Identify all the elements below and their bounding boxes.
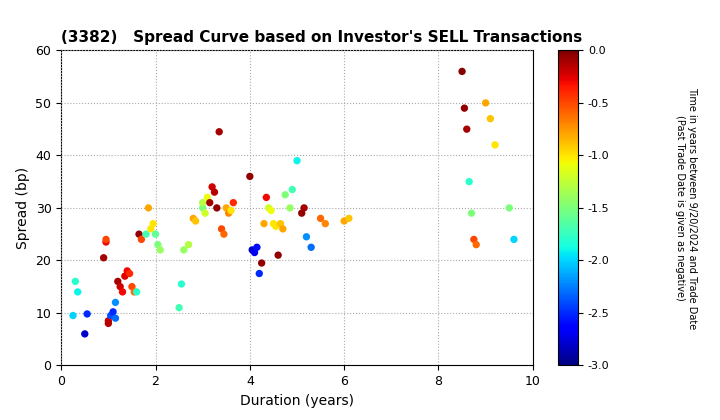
Point [268, 220, 279, 227]
Point [216, 226, 228, 232]
Point [102, 320, 114, 327]
Point [143, 205, 154, 211]
Point [459, 105, 470, 111]
Point [263, 205, 274, 211]
Point [298, 205, 310, 211]
Point [72, 289, 84, 295]
Point [109, 299, 121, 306]
Point [218, 231, 230, 238]
Point [338, 218, 350, 224]
Point [178, 247, 189, 253]
Point [100, 236, 112, 243]
Point [126, 283, 138, 290]
Point [202, 194, 213, 201]
Text: (3382)   Spread Curve based on Investor's SELL Transactions: (3382) Spread Curve based on Investor's … [61, 30, 582, 45]
Point [209, 189, 220, 196]
Point [131, 289, 143, 295]
Point [145, 226, 156, 232]
Point [105, 312, 117, 319]
Point [305, 244, 317, 251]
Point [291, 157, 303, 164]
Point [117, 289, 128, 295]
Point [211, 205, 222, 211]
Point [107, 308, 119, 315]
Point [244, 173, 256, 180]
Point [251, 244, 263, 251]
Point [253, 270, 265, 277]
Point [301, 234, 312, 240]
Point [296, 210, 307, 217]
Point [275, 220, 287, 227]
Point [461, 126, 472, 132]
Point [207, 184, 218, 190]
Point [466, 210, 477, 217]
Y-axis label: Time in years between 9/20/2024 and Trade Date
(Past Trade Date is given as nega: Time in years between 9/20/2024 and Trad… [675, 87, 697, 329]
Point [261, 194, 272, 201]
Point [256, 260, 267, 266]
Point [485, 115, 496, 122]
Point [490, 142, 501, 148]
Point [320, 220, 331, 227]
Point [197, 205, 209, 211]
Point [109, 315, 121, 322]
Point [176, 281, 187, 287]
Point [190, 218, 202, 224]
Point [508, 236, 520, 243]
Point [246, 247, 258, 253]
Point [183, 241, 194, 248]
Point [148, 220, 159, 227]
Point [223, 210, 235, 217]
Point [204, 199, 215, 206]
Point [343, 215, 355, 222]
Point [79, 331, 91, 337]
Point [102, 318, 114, 324]
Point [67, 312, 78, 319]
Point [133, 231, 145, 238]
Point [464, 178, 475, 185]
Point [277, 226, 289, 232]
Point [114, 283, 126, 290]
Point [258, 220, 270, 227]
Point [270, 223, 282, 230]
Point [119, 273, 130, 280]
Point [470, 241, 482, 248]
Point [197, 199, 209, 206]
Point [122, 268, 133, 274]
Point [284, 205, 296, 211]
Point [129, 289, 140, 295]
Point [199, 210, 211, 217]
Point [150, 231, 161, 238]
Point [155, 247, 166, 253]
Point [100, 239, 112, 245]
Point [152, 241, 163, 248]
Point [98, 255, 109, 261]
Point [213, 129, 225, 135]
X-axis label: Duration (years): Duration (years) [240, 394, 354, 408]
Point [187, 215, 199, 222]
Point [140, 231, 152, 238]
Point [70, 278, 81, 285]
Point [135, 236, 147, 243]
Point [220, 205, 232, 211]
Y-axis label: Spread (bp): Spread (bp) [16, 167, 30, 249]
Point [81, 310, 93, 318]
Point [480, 100, 491, 106]
Point [456, 68, 468, 75]
Point [112, 278, 124, 285]
Point [503, 205, 515, 211]
Point [468, 236, 480, 243]
Point [279, 192, 291, 198]
Point [124, 270, 135, 277]
Point [272, 252, 284, 258]
Point [249, 249, 261, 256]
Point [228, 199, 239, 206]
Point [287, 186, 298, 193]
Point [315, 215, 326, 222]
Point [265, 207, 276, 214]
Point [225, 207, 237, 214]
Point [174, 304, 185, 311]
